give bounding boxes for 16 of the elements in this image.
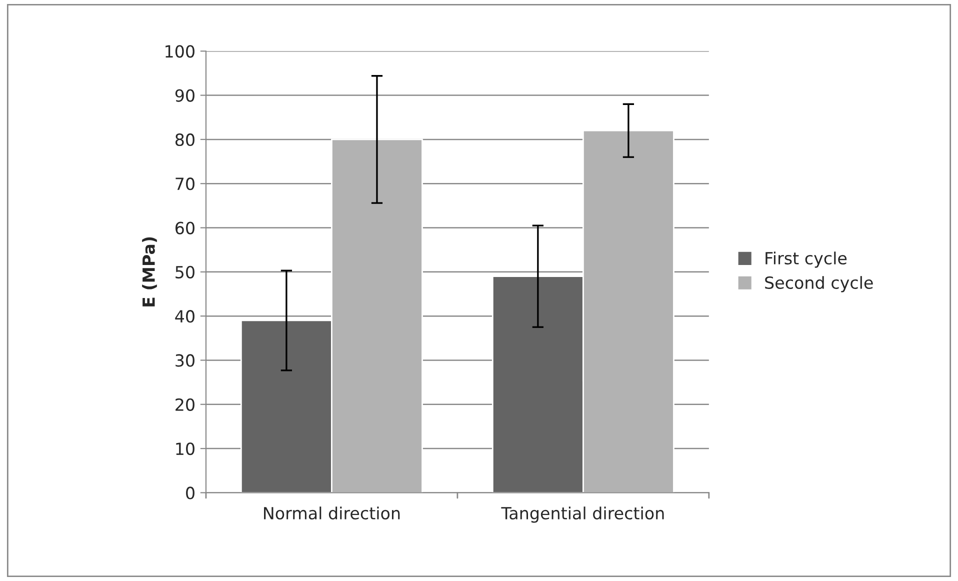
y-tick-label: 80 [175, 133, 194, 146]
y-tick-label: 30 [176, 354, 194, 367]
legend-label: Second cycle [765, 276, 873, 292]
y-tick-label: 60 [176, 222, 194, 234]
y-tick-label: 40 [175, 310, 194, 323]
y-tick-label: 0 [186, 486, 194, 500]
y-tick-label: 20 [176, 398, 194, 411]
y-tick-label: 50 [176, 266, 194, 278]
y-tick-label: 70 [176, 178, 194, 190]
y-tick-label: 10 [176, 442, 194, 456]
y-axis-title: E (MPa) [142, 237, 157, 306]
x-tick-label: Tangential direction [501, 506, 664, 523]
x-tick-label: Normal direction [264, 506, 400, 520]
legend-label: First cycle [766, 252, 847, 268]
y-tick-label: 90 [175, 89, 194, 102]
y-tick-label: 100 [166, 45, 194, 58]
